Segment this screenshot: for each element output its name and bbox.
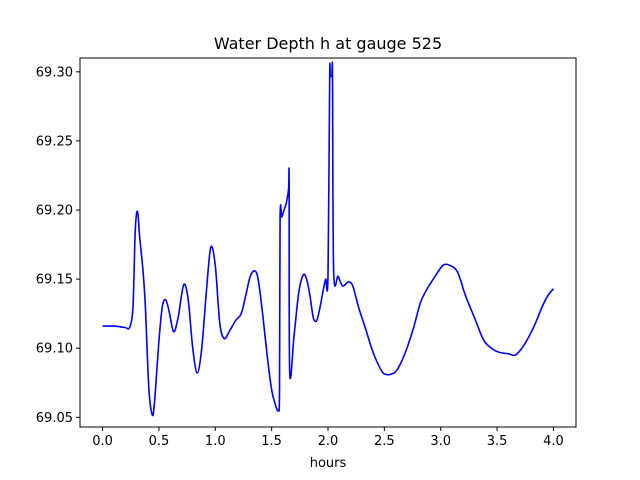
x-tick-label: 4.0 xyxy=(543,434,564,449)
x-tick-label: 0.5 xyxy=(149,434,170,449)
series-line xyxy=(102,61,555,417)
y-axis-ticks: 69.05 69.10 69.15 69.20 69.25 69.30 xyxy=(36,65,80,426)
y-tick-label: 69.30 xyxy=(36,65,73,80)
plot-frame xyxy=(79,57,577,428)
x-tick-label: 1.5 xyxy=(261,434,282,449)
y-tick-label: 69.20 xyxy=(36,204,73,219)
y-tick-label: 69.15 xyxy=(36,273,73,288)
x-tick-label: 2.0 xyxy=(318,434,339,449)
x-tick-label: 2.5 xyxy=(374,434,395,449)
x-tick-label: 3.5 xyxy=(487,434,508,449)
chart-title: Water Depth h at gauge 525 xyxy=(214,34,442,53)
x-tick-label: 3.0 xyxy=(430,434,451,449)
y-tick-label: 69.05 xyxy=(36,411,73,426)
y-tick-label: 69.10 xyxy=(36,342,73,357)
x-axis-label: hours xyxy=(310,456,347,471)
x-tick-label: 0.0 xyxy=(92,434,113,449)
x-tick-label: 1.0 xyxy=(205,434,226,449)
x-axis-ticks: 0.0 0.5 1.0 1.5 2.0 2.5 3.0 3.5 4.0 xyxy=(92,427,564,449)
y-tick-label: 69.25 xyxy=(36,134,73,149)
